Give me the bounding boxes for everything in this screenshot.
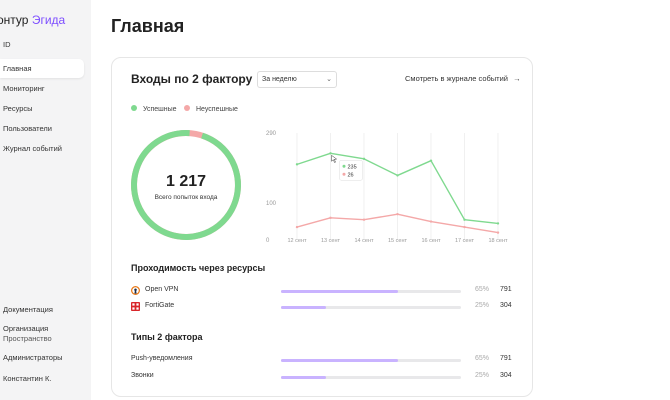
tooltip-fail-value: 26 [348,172,354,178]
fail-dot-icon [184,105,190,112]
resource-label: Open VPN [145,286,179,293]
factor-value: 791 [500,355,512,362]
factor-bar-track [281,376,461,379]
success-dot-icon [131,105,137,112]
resource-bar-track [281,306,461,309]
resource-row-fortigate[interactable]: FortiGate 25% 304 [131,301,516,313]
chart-y-tick-label: 100 [266,201,277,207]
sidebar-item-users[interactable]: Пользователи [3,124,52,133]
chart-x-tick-label: 15 сент [388,238,407,244]
period-select[interactable]: За неделю ⌄ [257,71,337,88]
chart-point-success [396,174,399,177]
app-logo[interactable]: онтур Эгида [0,13,65,27]
chart-x-tick-label: 17 сент [455,238,474,244]
chart-point-fail [496,231,500,234]
logins-card-title: Входы по 2 фактору [131,72,253,86]
chart-point-fail [329,216,332,220]
sidebar-item-id[interactable]: ID [3,40,11,49]
journal-link-label: Смотреть в журнале событий [405,74,508,83]
factors-title: Типы 2 фактора [131,332,203,342]
factor-row-push[interactable]: Push-уведомления 65% 791 [131,354,516,366]
legend-success: Успешные [131,105,177,113]
sidebar-item-docs[interactable]: Документация [3,305,53,314]
factor-value: 304 [500,372,512,379]
fortigate-icon [131,302,140,311]
resource-bar-track [281,290,461,293]
sidebar-item-home[interactable]: Главная [0,59,84,78]
donut-caption: Всего попыток входа [154,194,218,201]
chart-point-fail [396,212,399,216]
chart-x-tick-label: 16 сент [421,238,440,244]
sidebar-item-event-log[interactable]: Журнал событий [3,144,62,153]
tooltip-success-dot-icon [342,164,346,168]
chevron-down-icon: ⌄ [326,76,332,83]
chart-x-tick-label: 13 сент [321,238,340,244]
chart-point-success [329,152,332,155]
chart-y-tick-label: 290 [266,131,277,137]
chart-tooltip [339,159,363,181]
factor-bar-track [281,359,461,362]
org-label: Организация [3,324,49,333]
donut-total: 1 217 [165,173,207,190]
period-select-value: За неделю [262,76,297,83]
resource-row-openvpn[interactable]: Open VPN 65% 791 [131,285,516,297]
org-value: Пространство [3,334,52,343]
sidebar-item-monitoring[interactable]: Мониторинг [3,84,45,93]
resource-label: FortiGate [145,302,175,309]
resource-value: 304 [500,302,512,309]
chart-x-tick-label: 14 сент [354,238,373,244]
logo-main: онтур [0,13,29,27]
chart-x-tick-label: 18 сент [488,238,507,244]
logins-donut [131,130,241,240]
chart-point-success [295,163,299,166]
resources-title: Проходимость через ресурсы [131,263,266,273]
sidebar: онтур Эгида ID Главная Мониторинг Ресурс… [0,0,91,400]
factor-label: Push-уведомления [131,355,193,362]
sidebar-item-resources[interactable]: Ресурсы [3,104,33,113]
page-title: Главная [111,16,185,36]
legend-success-label: Успешные [143,106,177,113]
cursor-pointer-icon [331,154,338,163]
chart-point-fail [463,225,466,229]
factor-bar-fill [281,376,326,379]
chart-point-fail [429,220,433,223]
tooltip-success-value: 235 [348,164,357,170]
chart-point-success [362,157,366,161]
arrow-right-icon: → [513,74,521,83]
sidebar-item-admins[interactable]: Администраторы [3,353,63,362]
logo-accent: Эгида [31,13,66,27]
sidebar-user[interactable]: Константин К. [3,374,52,383]
legend-fail: Неуспешные [184,105,238,113]
chart-point-success [463,218,466,221]
legend-fail-label: Неуспешные [196,106,238,113]
factor-label: Звонки [131,372,154,379]
tooltip-fail-dot-icon [342,172,346,176]
resource-percent: 65% [475,286,490,293]
sidebar-org-switcher[interactable]: Организация Пространство [3,324,52,344]
chart-point-fail [295,225,299,229]
resource-bar-fill [281,290,398,293]
factor-bar-fill [281,359,398,362]
chart-x-tick-label: 12 сент [287,238,306,244]
journal-link[interactable]: Смотреть в журнале событий → [405,74,521,83]
chart-y-tick-label: 0 [266,238,270,244]
logins-line-chart[interactable]: 290 100 0 12 сент 13 сент 14 сент 15 сент 16 се… [260,125,520,250]
resource-percent: 25% [475,302,490,309]
resource-value: 791 [500,286,512,293]
factor-percent: 25% [475,372,490,379]
chart-point-success [429,159,433,162]
resource-bar-fill [281,306,326,309]
chart-point-success [496,222,500,225]
openvpn-icon [131,286,140,295]
chart-point-fail [362,218,366,221]
factor-percent: 65% [475,355,490,362]
factor-row-calls[interactable]: Звонки 25% 304 [131,371,516,383]
